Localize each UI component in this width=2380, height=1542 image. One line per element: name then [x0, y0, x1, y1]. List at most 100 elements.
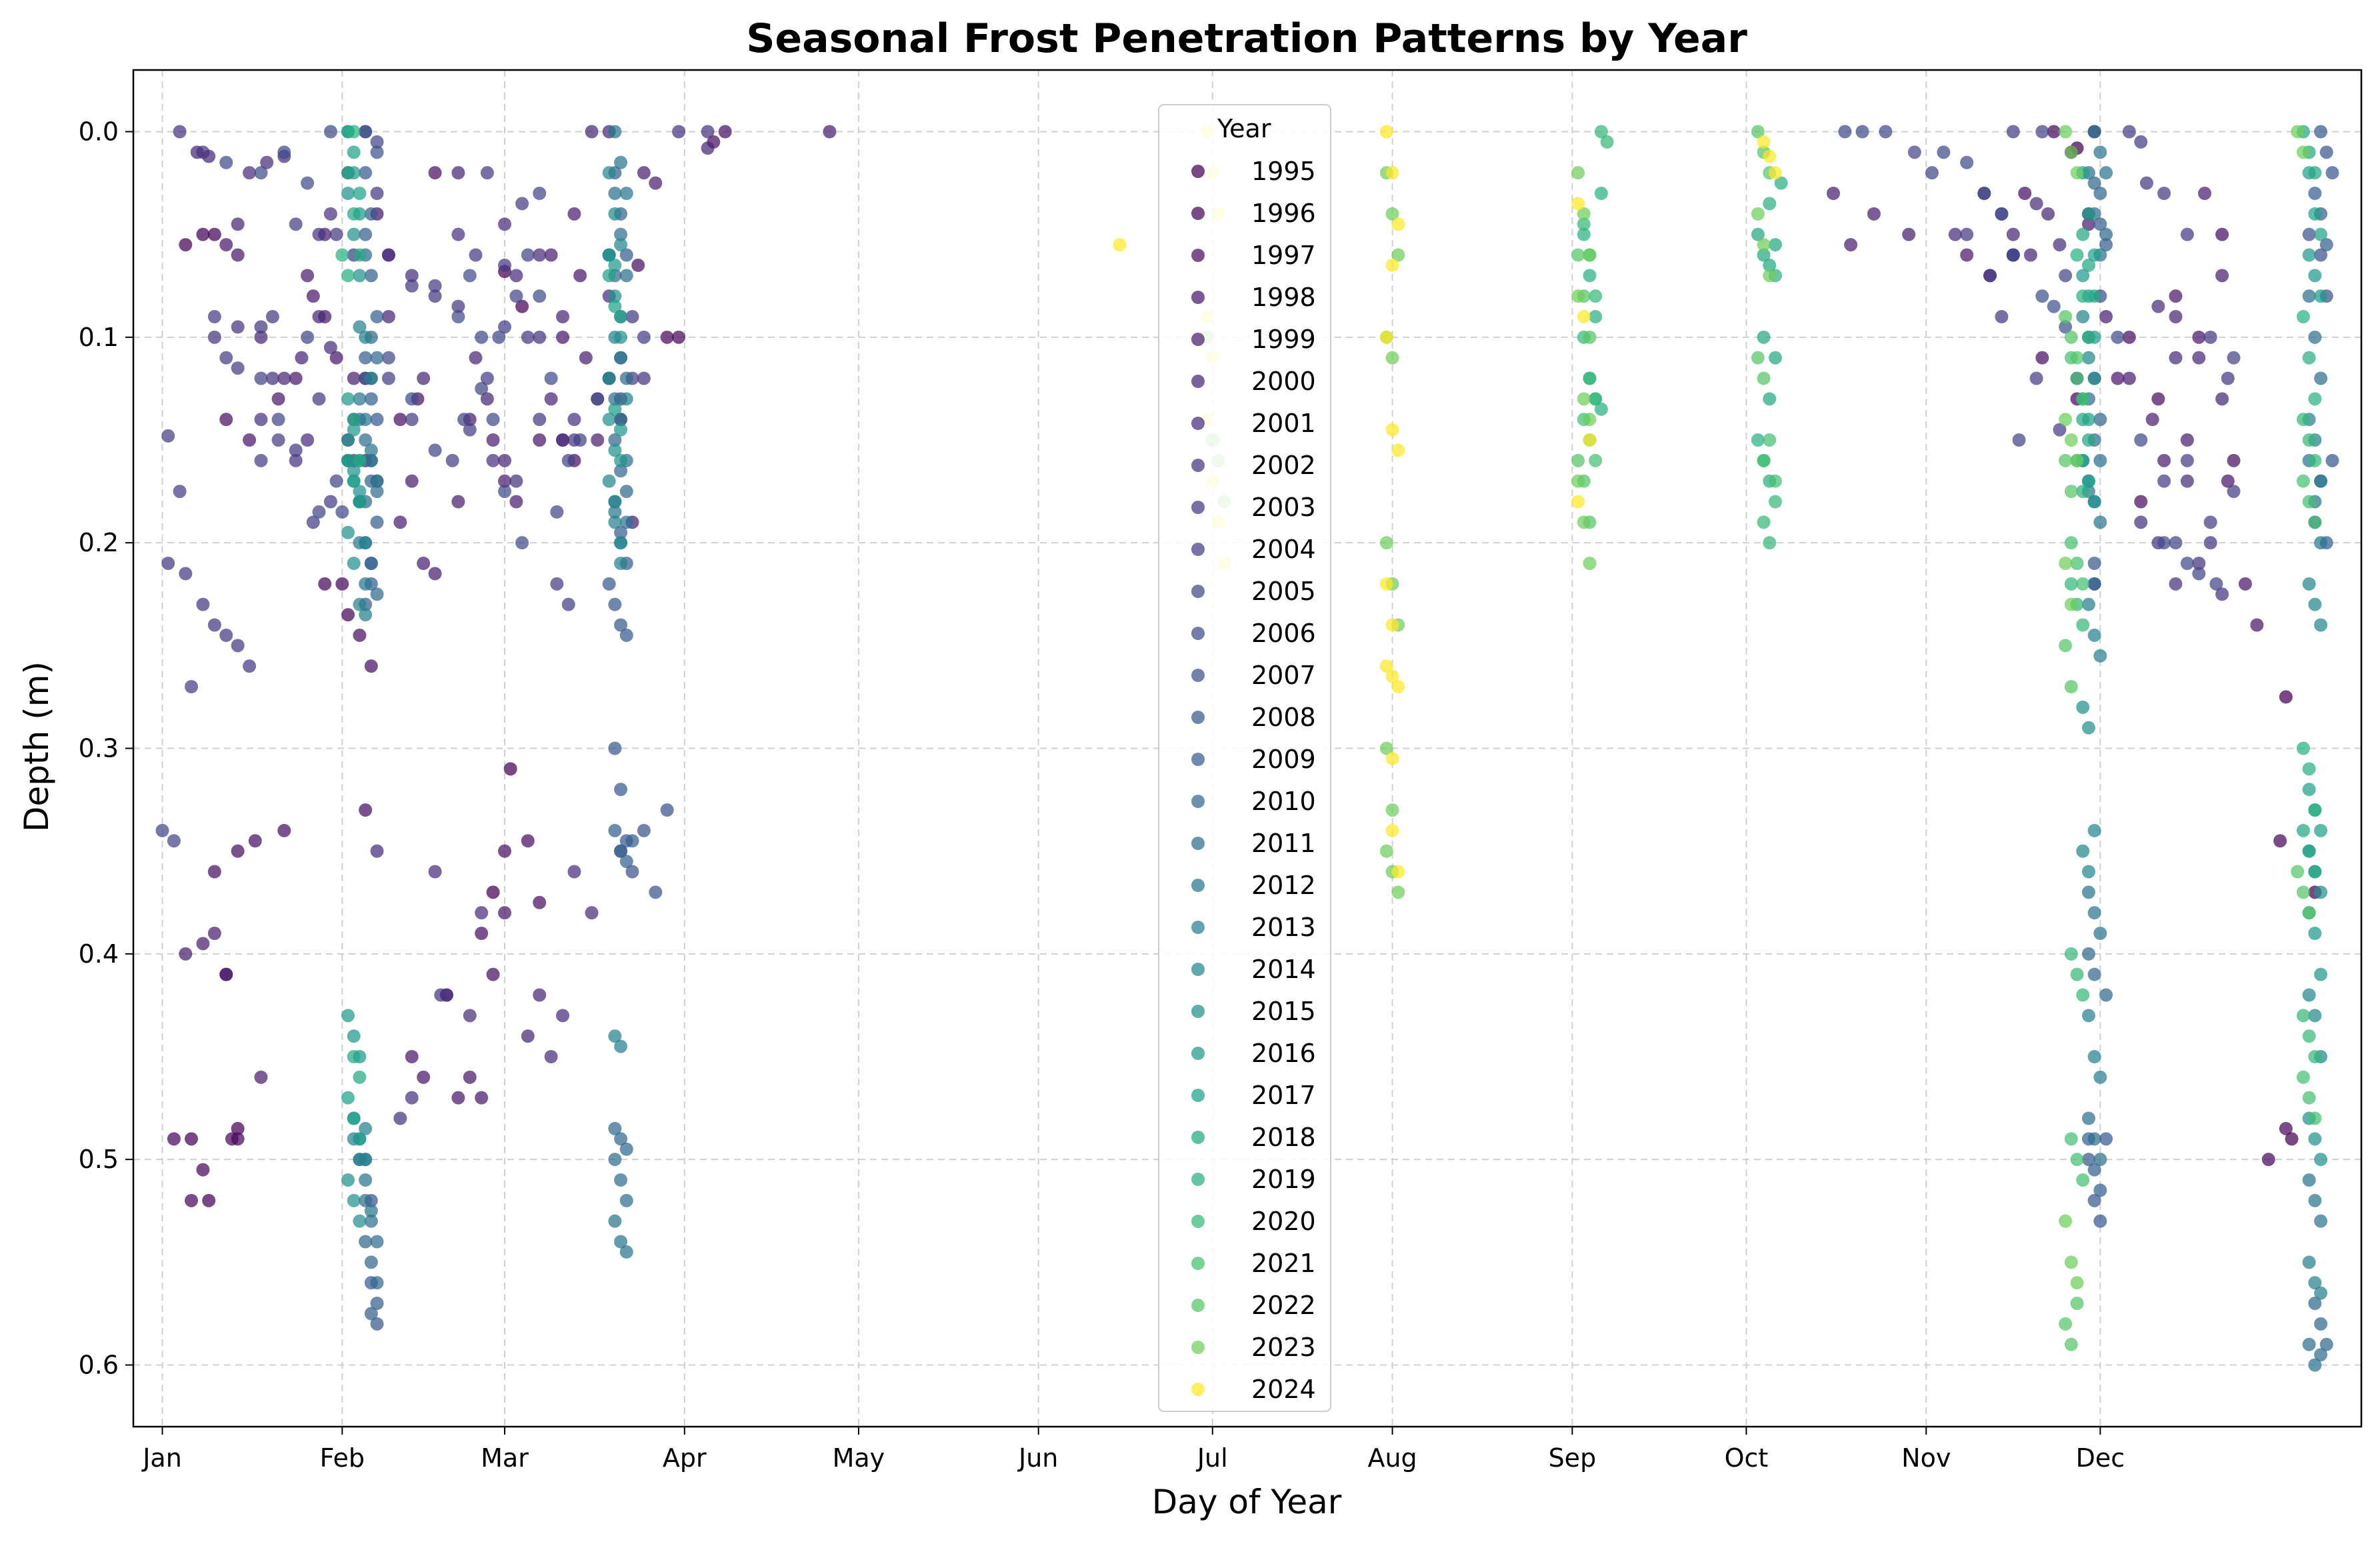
data-point-2011	[619, 1193, 633, 1207]
data-point-2001	[2169, 351, 2183, 365]
data-point-2010	[2093, 413, 2107, 427]
data-point-2005	[428, 443, 442, 457]
y-tick-label: 0.1	[79, 323, 119, 352]
data-point-1999	[2081, 217, 2095, 231]
data-point-2003	[625, 310, 639, 323]
data-point-2001	[428, 865, 442, 879]
data-point-1995	[515, 299, 529, 313]
data-point-2005	[550, 505, 564, 519]
data-point-2014	[2087, 823, 2101, 837]
data-point-2004	[2157, 474, 2171, 488]
data-point-2007	[2314, 248, 2328, 262]
data-point-2024	[1385, 751, 1399, 765]
data-point-2009	[2087, 577, 2101, 591]
data-point-2021	[1768, 474, 1782, 488]
data-point-2002	[2192, 557, 2206, 570]
data-point-1995	[503, 762, 517, 776]
data-point-2002	[637, 371, 651, 385]
data-point-2004	[405, 413, 419, 427]
data-point-2003	[312, 392, 326, 406]
data-point-2010	[370, 351, 384, 365]
data-point-2017	[2087, 248, 2101, 262]
data-point-2007	[2302, 227, 2316, 241]
data-point-2001	[301, 433, 315, 447]
data-point-2001	[323, 341, 337, 355]
data-point-2005	[533, 187, 547, 200]
data-point-2007	[625, 865, 639, 879]
data-point-2013	[2093, 649, 2107, 663]
data-point-2008	[364, 207, 378, 221]
data-point-2006	[1995, 207, 2009, 221]
data-point-2013	[353, 597, 367, 611]
data-point-2018	[353, 248, 367, 262]
data-point-2016	[2314, 289, 2328, 303]
data-point-2008	[359, 166, 373, 180]
data-point-1999	[428, 567, 442, 581]
data-point-2009	[619, 248, 633, 262]
data-point-2023	[1577, 392, 1591, 406]
legend-marker	[1191, 1047, 1205, 1060]
data-point-2021	[2076, 392, 2090, 406]
data-point-1998	[2111, 371, 2125, 385]
data-point-2016	[2302, 248, 2316, 262]
data-point-1996	[660, 330, 674, 344]
data-point-2023	[1571, 474, 1585, 488]
data-point-2011	[608, 392, 622, 406]
data-point-2008	[370, 1317, 384, 1331]
data-point-2004	[2227, 485, 2241, 499]
data-point-1998	[289, 371, 303, 385]
data-point-2009	[608, 823, 622, 837]
data-point-2023	[2059, 557, 2073, 570]
legend-marker	[1191, 585, 1205, 598]
data-point-2023	[1577, 515, 1591, 529]
data-point-1995	[179, 238, 193, 252]
data-point-2001	[405, 269, 419, 283]
legend-label: 2020	[1251, 1207, 1316, 1236]
data-point-2019	[1763, 197, 1777, 211]
axis-ticks: Jan Feb Mar Apr May Jun Jul Aug Sep Oct Nov Dec 0.0 0…	[79, 117, 2125, 1473]
data-point-2008	[2081, 1153, 2095, 1167]
data-point-2009	[370, 515, 384, 529]
x-axis-label: Day of Year	[1152, 1483, 1342, 1521]
x-tick-label: Mar	[481, 1443, 529, 1473]
data-point-2022	[2059, 639, 2073, 653]
data-point-2005	[155, 823, 169, 837]
data-point-2010	[2081, 947, 2095, 961]
data-point-2013	[2314, 1286, 2328, 1300]
data-point-2010	[370, 587, 384, 601]
data-point-2000	[231, 217, 245, 231]
data-point-2002	[323, 207, 337, 221]
legend-marker	[1191, 543, 1205, 556]
data-point-2002	[556, 433, 570, 447]
data-point-2024	[1385, 823, 1399, 837]
data-point-2000	[2192, 351, 2206, 365]
legend-label: 2007	[1251, 661, 1316, 690]
data-point-2013	[359, 1121, 373, 1135]
data-point-2014	[359, 536, 373, 550]
data-point-2024	[1757, 135, 1771, 149]
data-point-2022	[2291, 865, 2305, 879]
data-point-2010	[608, 433, 622, 447]
data-point-2022	[2064, 680, 2078, 693]
data-point-2000	[498, 453, 511, 467]
data-point-2000	[480, 392, 494, 406]
data-point-1997	[718, 125, 732, 139]
data-point-2021	[2296, 1070, 2310, 1084]
data-point-2019	[1774, 176, 1788, 190]
data-point-1999	[2099, 310, 2113, 323]
data-point-2013	[2081, 597, 2095, 611]
data-point-1998	[2221, 474, 2235, 488]
data-point-2019	[2076, 485, 2090, 499]
data-point-1998	[2192, 330, 2206, 344]
x-tick-label: Sep	[1549, 1443, 1597, 1473]
data-point-2011	[364, 453, 378, 467]
data-point-2016	[2308, 927, 2322, 940]
data-point-2006	[1855, 125, 1869, 139]
data-point-2020	[2076, 618, 2090, 632]
data-point-1997	[353, 628, 367, 642]
data-point-2006	[301, 176, 315, 190]
data-point-2021	[2308, 515, 2322, 529]
data-point-2020	[2296, 1009, 2310, 1023]
data-point-2004	[498, 320, 511, 334]
data-point-2013	[2087, 628, 2101, 642]
